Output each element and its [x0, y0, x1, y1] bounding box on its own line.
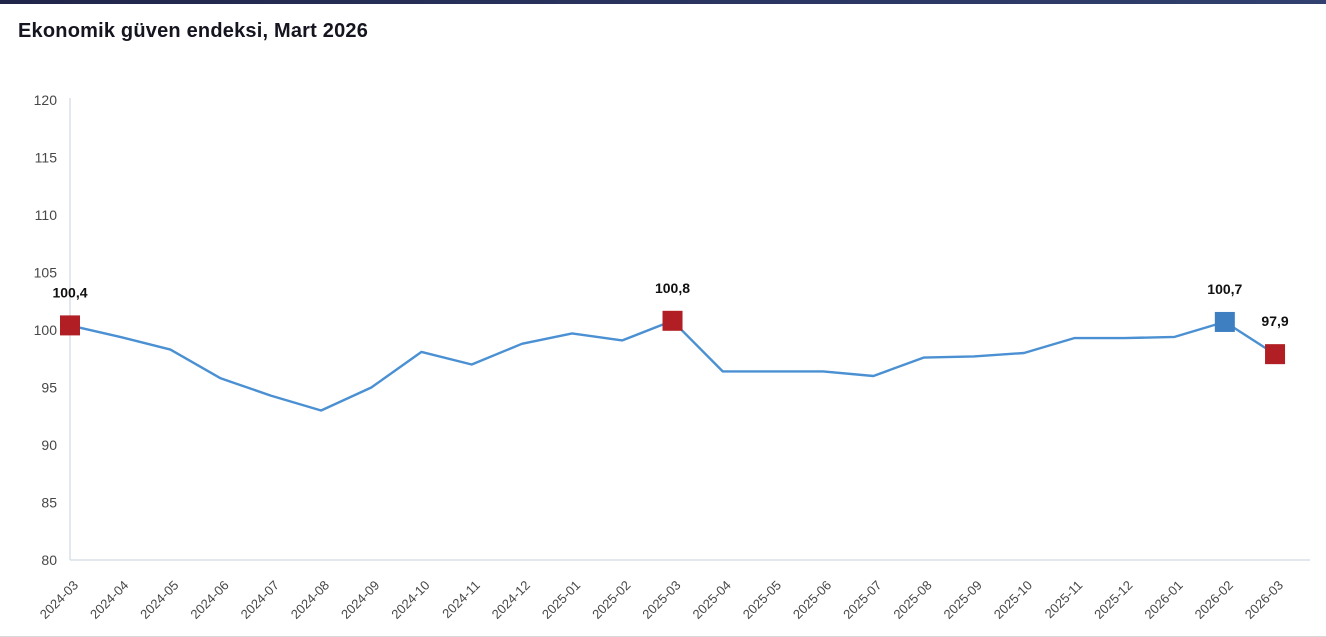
y-tick-label: 80 [41, 552, 57, 568]
data-point-label: 100,7 [1207, 281, 1242, 297]
x-tick-label: 2024-05 [137, 578, 181, 622]
x-tick-label: 2025-06 [790, 578, 834, 622]
x-tick-label: 2025-04 [690, 578, 734, 622]
x-tick-label: 2025-02 [589, 578, 633, 622]
y-tick-label: 105 [34, 265, 58, 281]
y-tick-label: 100 [34, 322, 58, 338]
x-tick-label: 2025-05 [740, 578, 784, 622]
x-tick-label: 2025-01 [539, 578, 583, 622]
data-point-marker [662, 310, 683, 331]
x-tick-label: 2024-06 [187, 578, 231, 622]
x-tick-label: 2025-07 [840, 578, 884, 622]
x-tick-label: 2026-01 [1141, 578, 1185, 622]
x-tick-label: 2026-02 [1192, 578, 1236, 622]
x-tick-label: 2024-03 [37, 578, 81, 622]
y-tick-label: 85 [41, 495, 57, 511]
y-tick-label: 90 [41, 437, 57, 453]
y-tick-label: 95 [41, 380, 57, 396]
y-tick-label: 110 [35, 207, 58, 223]
y-tick-label: 120 [34, 92, 58, 108]
data-point-label: 100,4 [52, 284, 87, 300]
x-tick-label: 2025-03 [639, 578, 683, 622]
x-tick-label: 2025-11 [1042, 578, 1086, 622]
y-tick-label: 115 [35, 150, 58, 166]
x-tick-label: 2025-10 [991, 578, 1035, 622]
x-tick-label: 2024-09 [338, 578, 382, 622]
data-point-label: 97,9 [1261, 313, 1288, 329]
x-tick-label: 2024-04 [87, 578, 131, 622]
x-tick-label: 2025-12 [1091, 578, 1135, 622]
x-tick-label: 2024-10 [388, 578, 432, 622]
data-point-marker [60, 315, 80, 336]
data-point-marker [1214, 311, 1235, 332]
x-tick-label: 2024-07 [238, 578, 282, 622]
chart-title: Ekonomik güven endeksi, Mart 2026 [18, 20, 369, 43]
x-tick-label: 2025-08 [890, 578, 934, 622]
x-tick-label: 2026-03 [1242, 578, 1286, 622]
data-line [68, 319, 1277, 412]
top-accent-bar [0, 0, 1326, 4]
x-tick-label: 2025-09 [941, 578, 985, 622]
x-tick-label: 2024-12 [489, 578, 533, 622]
x-tick-label: 2024-11 [439, 578, 483, 622]
x-tick-label: 2024-08 [288, 578, 332, 622]
data-point-label: 100,8 [655, 280, 690, 296]
data-point-marker [1265, 344, 1286, 365]
